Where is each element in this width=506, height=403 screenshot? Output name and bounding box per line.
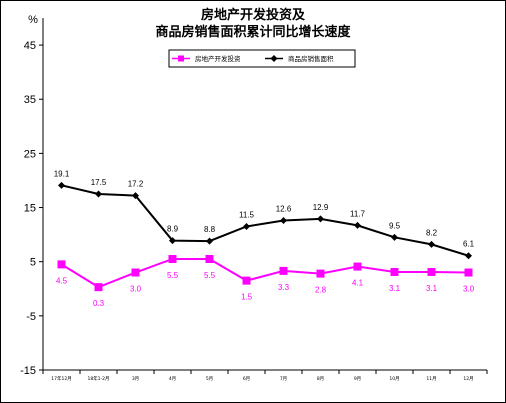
data-label: 4.5: [56, 276, 68, 285]
x-tick-label: 18年1-2月: [87, 375, 109, 382]
data-point: [58, 181, 65, 189]
data-point: [465, 252, 472, 260]
x-tick-label: 5月: [206, 376, 213, 382]
x-tick-label: 12月: [463, 376, 473, 382]
data-point: [279, 266, 288, 275]
data-label: 8.9: [167, 225, 179, 234]
data-label: 5.5: [204, 271, 216, 280]
data-point: [353, 262, 362, 271]
data-point: [169, 237, 176, 245]
legend-label-investment: 房地产开发投资: [195, 54, 241, 63]
data-label: 11.5: [239, 210, 255, 219]
data-label: 3.0: [463, 285, 475, 294]
data-label: 12.9: [313, 203, 329, 212]
data-label: 3.1: [426, 284, 438, 293]
data-point: [168, 254, 177, 263]
data-point: [354, 221, 361, 229]
data-point: [206, 237, 213, 245]
x-tick-label: 6月: [243, 376, 250, 382]
series-line: [61, 184, 469, 257]
legend-marker-investment: [178, 55, 184, 62]
y-axis-unit-label: %: [28, 14, 38, 26]
series-investment: 4.5 0.3 3.0 5.5 5.5 1.5 3.3 2.8 4.1 3.1 3.1 3.0: [56, 254, 475, 308]
x-tick-label: 10月: [389, 376, 399, 382]
data-label: 8.2: [426, 228, 438, 237]
axes: -15 -5 5 15 25 35 45 17年12月 18年1-2月 3月 4月 5月 6月 7月 8月 9…: [20, 18, 488, 382]
data-label: 0.3: [93, 299, 105, 308]
data-point: [57, 260, 66, 269]
data-label: 12.6: [276, 205, 292, 214]
data-label: 11.7: [350, 209, 366, 218]
legend-marker-sales: [270, 55, 278, 62]
y-tick-label: 35: [24, 94, 36, 106]
data-point: [316, 269, 325, 278]
data-point: [427, 267, 436, 276]
data-point: [391, 233, 398, 241]
x-tick-label: 11月: [426, 376, 436, 382]
x-tick-label: 8月: [317, 376, 324, 382]
data-point: [242, 276, 251, 285]
data-label: 4.1: [352, 279, 364, 288]
data-label: 17.2: [128, 180, 144, 189]
series-line: [60, 257, 469, 289]
data-point: [95, 190, 102, 198]
y-tick-label: 15: [24, 203, 36, 215]
chart-title-line-2: 商品房销售面积累计同比增长速度: [155, 24, 351, 40]
series-sales: 19.1 17.5 17.2 8.9 8.8 11.5 12.6 12.9 11.7 9.5 8.2…: [54, 169, 475, 260]
y-tick-label: 45: [24, 40, 36, 52]
data-label: 17.5: [91, 178, 107, 187]
x-tick-label: 4月: [169, 376, 176, 382]
data-label: 3.0: [130, 285, 142, 294]
x-tick-label: 17年12月: [51, 375, 71, 382]
data-point: [428, 240, 435, 248]
data-point: [390, 267, 399, 276]
data-point: [317, 215, 324, 223]
y-tick-label: -5: [26, 311, 36, 323]
chart-title-line-1: 房地产开发投资及: [201, 7, 306, 23]
data-label: 6.1: [463, 240, 475, 249]
data-label: 1.5: [241, 293, 253, 302]
data-label: 5.5: [167, 271, 179, 280]
y-tick-label: 25: [24, 148, 36, 160]
data-point: [280, 217, 287, 225]
data-point: [131, 268, 140, 277]
data-label: 19.1: [54, 169, 70, 178]
y-tick-label: 5: [30, 257, 36, 269]
data-point: [205, 254, 214, 263]
x-tick-label: 9月: [354, 376, 361, 382]
x-tick-label: 7月: [280, 376, 287, 382]
legend-box: [168, 49, 356, 68]
data-label: 9.5: [389, 221, 401, 230]
data-label: 8.8: [204, 225, 216, 234]
data-point: [132, 192, 139, 200]
y-tick-label: -15: [20, 365, 36, 377]
data-point: [243, 222, 250, 230]
series-layer: 4.5 0.3 3.0 5.5 5.5 1.5 3.3 2.8 4.1 3.1 3.1 3.0 19.1…: [54, 169, 475, 308]
data-point: [464, 268, 473, 277]
x-tick-label: 3月: [132, 376, 139, 382]
data-label: 2.8: [315, 286, 327, 295]
data-point: [94, 283, 103, 292]
legend: 房地产开发投资 商品房销售面积: [168, 49, 356, 68]
legend-label-sales: 商品房销售面积: [288, 54, 334, 63]
data-label: 3.3: [278, 283, 290, 292]
data-label: 3.1: [389, 284, 401, 293]
